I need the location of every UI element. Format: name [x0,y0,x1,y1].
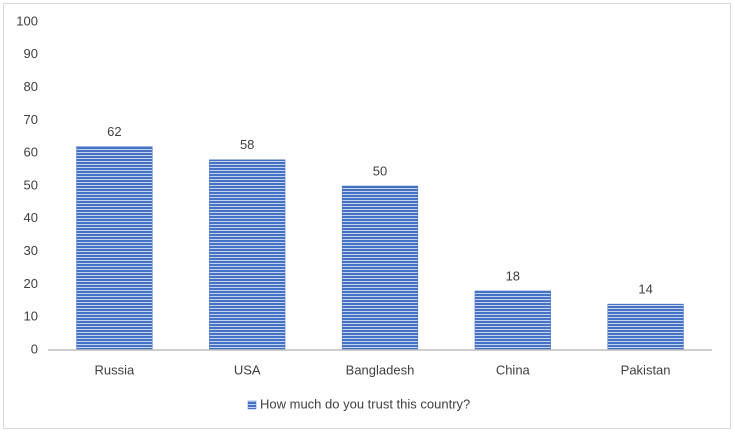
x-tick-label: Bangladesh [346,362,415,377]
bar [341,185,419,351]
bar [209,159,286,351]
y-tick-label: 60 [24,145,38,160]
bar [607,303,684,351]
x-tick-label: USA [234,362,261,377]
data-label: 62 [107,124,121,139]
data-label: 58 [240,137,254,152]
y-tick-label: 90 [24,46,38,61]
legend-swatch [247,400,257,410]
data-label: 18 [506,268,520,283]
bar [76,146,153,351]
y-tick-label: 100 [16,13,38,28]
x-tick-label: Pakistan [621,362,671,377]
y-tick-label: 10 [24,309,38,324]
y-tick-label: 40 [24,210,38,225]
legend-label: How much do you trust this country? [260,396,470,411]
data-label: 50 [373,163,387,178]
x-tick-label: Russia [95,362,136,377]
x-tick-label: China [496,362,531,377]
y-tick-label: 50 [24,177,38,192]
y-tick-label: 70 [24,112,38,127]
y-tick-label: 30 [24,243,38,258]
y-tick-label: 20 [24,276,38,291]
bar [474,290,551,351]
data-label: 14 [638,282,652,297]
y-tick-label: 0 [31,341,38,356]
y-tick-label: 80 [24,79,38,94]
